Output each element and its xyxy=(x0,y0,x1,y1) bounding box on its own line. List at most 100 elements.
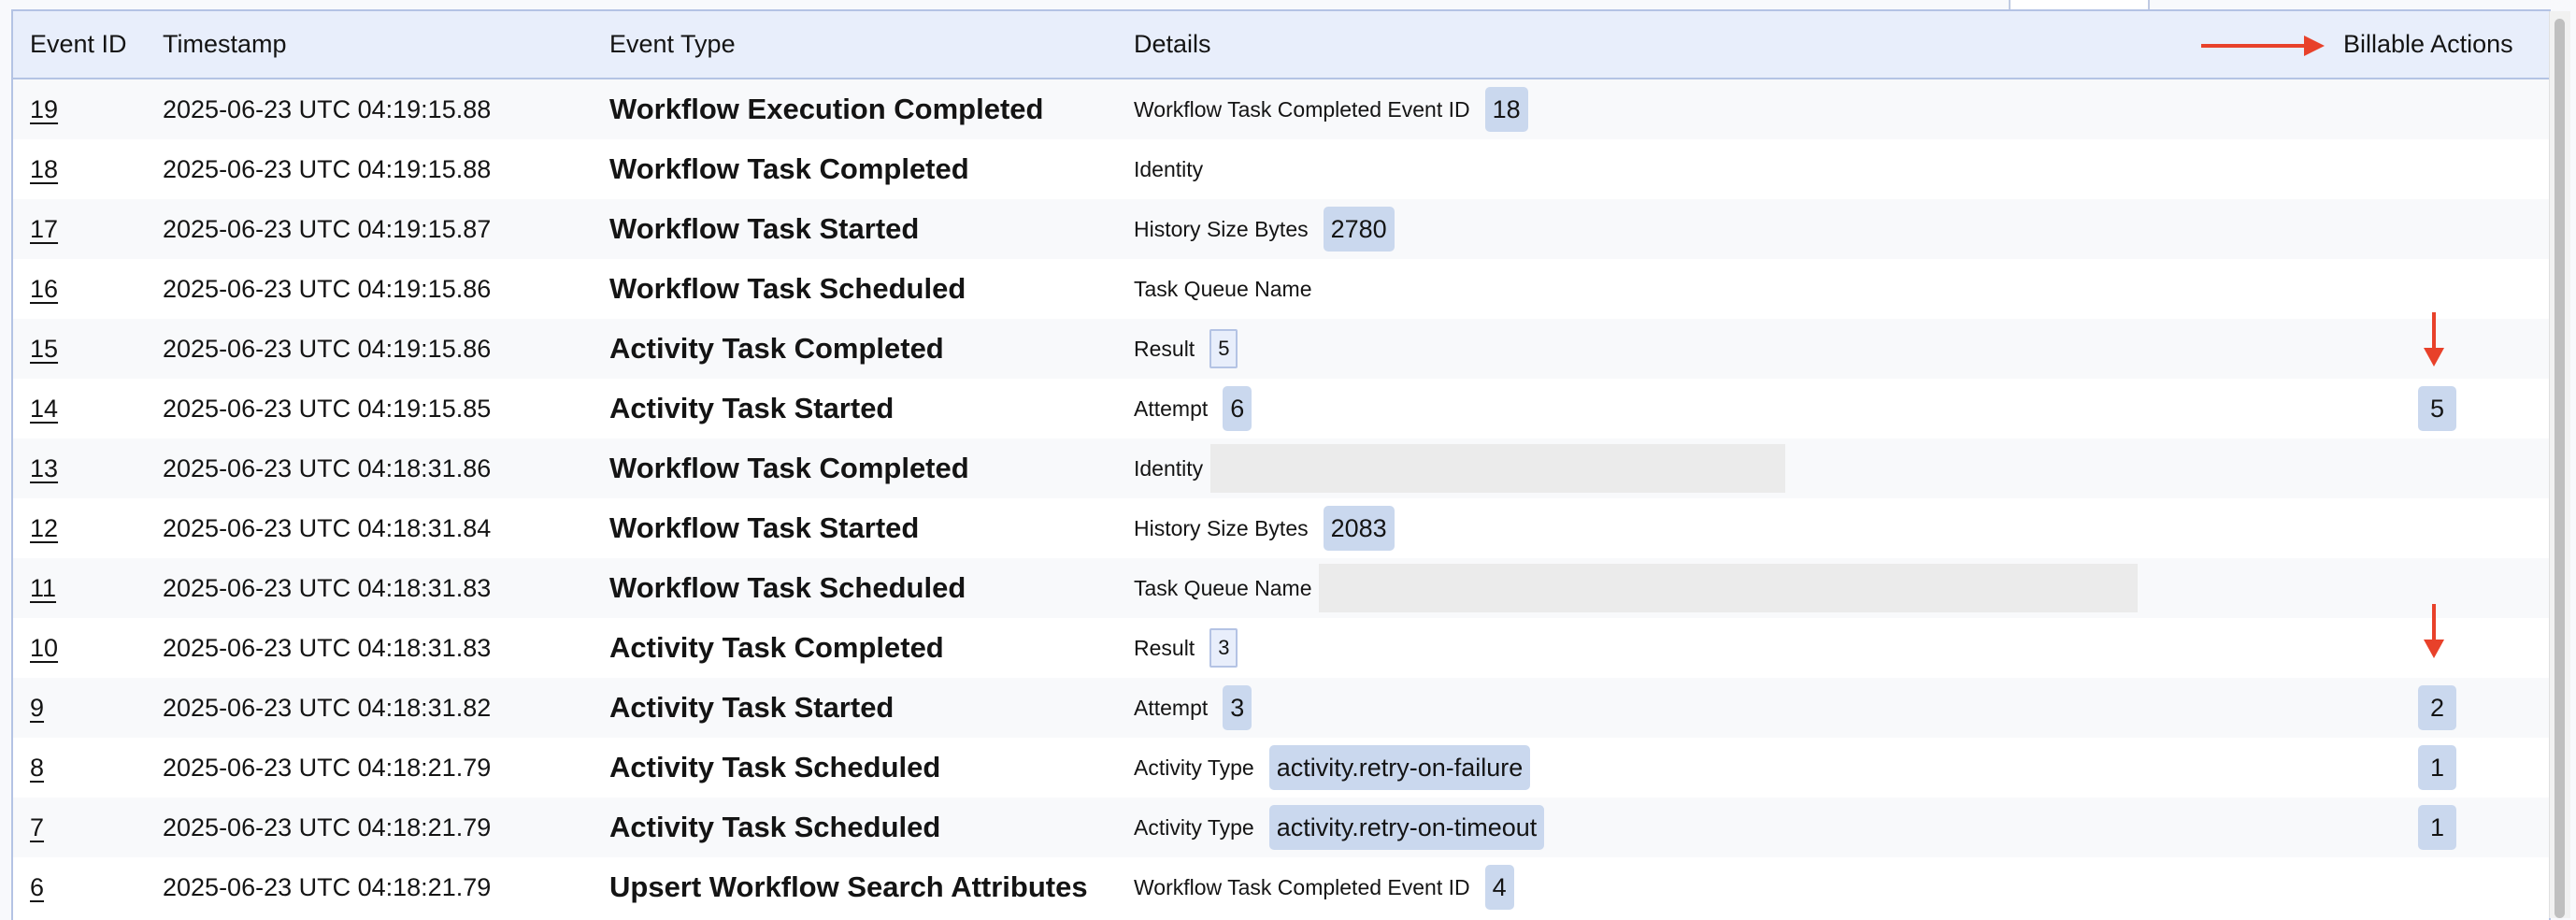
timestamp: 2025-06-23 UTC 04:18:31.82 xyxy=(163,694,492,722)
detail-label: Workflow Task Completed Event ID xyxy=(1134,875,1470,899)
table-row[interactable]: 16 2025-06-23 UTC 04:19:15.86 Workflow Tas… xyxy=(13,259,2549,319)
table-row[interactable]: 15 2025-06-23 UTC 04:19:15.86 Activity Tas… xyxy=(13,319,2549,379)
table-row[interactable]: 7 2025-06-23 UTC 04:18:21.79 Activity Task… xyxy=(13,798,2549,857)
event-type: Workflow Task Scheduled xyxy=(609,272,966,305)
detail-value-badge: 2083 xyxy=(1323,506,1395,551)
event-type: Activity Task Completed xyxy=(609,332,944,365)
table-row[interactable]: 10 2025-06-23 UTC 04:18:31.83 Activity Tas… xyxy=(13,618,2549,678)
annotation-arrow-down-icon xyxy=(2424,312,2444,367)
timestamp: 2025-06-23 UTC 04:19:15.88 xyxy=(163,95,492,123)
event-id-link[interactable]: 11 xyxy=(30,574,57,602)
event-type: Workflow Task Scheduled xyxy=(609,571,966,604)
billable-actions-badge: 5 xyxy=(2418,386,2456,431)
detail-label: Result xyxy=(1134,337,1195,361)
timestamp: 2025-06-23 UTC 04:18:21.79 xyxy=(163,813,492,841)
header-details: Details xyxy=(1134,30,1211,58)
timestamp: 2025-06-23 UTC 04:18:31.83 xyxy=(163,574,492,602)
detail-value-badge: 6 xyxy=(1223,386,1252,431)
detail-label: Identity xyxy=(1134,456,1204,481)
timestamp: 2025-06-23 UTC 04:19:15.87 xyxy=(163,215,492,243)
scrollbar-thumb[interactable] xyxy=(2555,19,2565,918)
event-type: Workflow Task Started xyxy=(609,212,920,245)
timestamp: 2025-06-23 UTC 04:18:21.79 xyxy=(163,754,492,782)
billable-actions-badge: 1 xyxy=(2418,745,2456,790)
event-id-link[interactable]: 13 xyxy=(30,454,59,482)
table-row[interactable]: 12 2025-06-23 UTC 04:18:31.84 Workflow Tas… xyxy=(13,498,2549,558)
detail-label: Task Queue Name xyxy=(1134,277,1312,301)
event-details: Activity Type activity.retry-on-failure xyxy=(1134,738,1531,798)
timestamp: 2025-06-23 UTC 04:19:15.85 xyxy=(163,395,492,423)
event-type: Activity Task Started xyxy=(609,691,894,724)
timestamp: 2025-06-23 UTC 04:18:21.79 xyxy=(163,873,492,901)
billable-actions-badge: 1 xyxy=(2418,805,2456,850)
detail-label: Activity Type xyxy=(1134,815,1254,840)
detail-label: Attempt xyxy=(1134,396,1209,421)
detail-value-badge: 3 xyxy=(1223,685,1252,730)
event-type: Workflow Execution Completed xyxy=(609,93,1044,125)
table-row[interactable]: 18 2025-06-23 UTC 04:19:15.88 Workflow Tas… xyxy=(13,139,2549,199)
event-id-link[interactable]: 7 xyxy=(30,813,45,841)
event-details: Attempt 3 xyxy=(1134,678,1252,738)
detail-label: History Size Bytes xyxy=(1134,217,1309,241)
detail-label: Attempt xyxy=(1134,696,1209,720)
event-id-link[interactable]: 14 xyxy=(30,395,59,423)
table-row[interactable]: 19 2025-06-23 UTC 04:19:15.88 Workflow Exe… xyxy=(13,79,2549,139)
event-id-link[interactable]: 15 xyxy=(30,335,59,363)
timestamp: 2025-06-23 UTC 04:19:15.88 xyxy=(163,155,492,183)
detail-label: Identity xyxy=(1134,157,1204,181)
detail-label: Result xyxy=(1134,636,1195,660)
header-event-id: Event ID xyxy=(30,30,127,58)
annotation-arrow-right-icon xyxy=(2201,36,2325,56)
event-type: Workflow Task Started xyxy=(609,511,920,544)
header-billable-actions: Billable Actions xyxy=(2343,30,2513,58)
event-details: Attempt 6 xyxy=(1134,379,1252,438)
table-row[interactable]: 11 2025-06-23 UTC 04:18:31.83 Workflow Tas… xyxy=(13,558,2549,618)
vertical-scrollbar[interactable] xyxy=(2549,11,2570,918)
event-id-link[interactable]: 16 xyxy=(30,275,59,303)
billable-actions-badge: 2 xyxy=(2418,685,2456,730)
detail-value-code[interactable]: 3 xyxy=(1209,628,1238,668)
event-id-link[interactable]: 9 xyxy=(30,694,45,722)
detail-value-code[interactable]: 5 xyxy=(1209,329,1238,368)
event-type: Workflow Task Completed xyxy=(609,152,969,185)
event-id-link[interactable]: 12 xyxy=(30,514,59,542)
event-type: Activity Task Scheduled xyxy=(609,751,941,783)
event-id-link[interactable]: 10 xyxy=(30,634,59,662)
detail-value-badge: 4 xyxy=(1484,865,1514,910)
event-details: Workflow Task Completed Event ID 18 xyxy=(1134,79,1528,139)
timestamp: 2025-06-23 UTC 04:18:31.84 xyxy=(163,514,492,542)
table-row[interactable]: 17 2025-06-23 UTC 04:19:15.87 Workflow Tas… xyxy=(13,199,2549,259)
table-row[interactable]: 6 2025-06-23 UTC 04:18:21.79 Upsert Workfl… xyxy=(13,857,2549,917)
timestamp: 2025-06-23 UTC 04:19:15.86 xyxy=(163,335,492,363)
event-details: Task Queue Name xyxy=(1134,259,1311,319)
table-row[interactable]: 9 2025-06-23 UTC 04:18:31.82 Activity Task… xyxy=(13,678,2549,738)
top-strip xyxy=(0,0,2576,9)
event-details: History Size Bytes 2780 xyxy=(1134,199,1395,259)
event-id-link[interactable]: 17 xyxy=(30,215,59,243)
event-details: Result 3 xyxy=(1134,618,1238,678)
event-type: Activity Task Started xyxy=(609,392,894,424)
timestamp: 2025-06-23 UTC 04:18:31.86 xyxy=(163,454,492,482)
event-id-link[interactable]: 8 xyxy=(30,754,45,782)
annotation-arrow-down-icon xyxy=(2424,604,2444,658)
redacted-value xyxy=(1210,444,1786,493)
event-id-link[interactable]: 18 xyxy=(30,155,59,183)
event-history-table: Event ID Timestamp Event Type Details Bi… xyxy=(11,9,2551,920)
table-row[interactable]: 14 2025-06-23 UTC 04:19:15.85 Activity Tas… xyxy=(13,379,2549,438)
event-details: Task Queue Name xyxy=(1134,558,2139,618)
event-id-link[interactable]: 6 xyxy=(30,873,45,901)
table-row[interactable]: 13 2025-06-23 UTC 04:18:31.86 Workflow Tas… xyxy=(13,438,2549,498)
timestamp: 2025-06-23 UTC 04:18:31.83 xyxy=(163,634,492,662)
event-details: Workflow Task Completed Event ID 4 xyxy=(1134,857,1514,917)
detail-label: Task Queue Name xyxy=(1134,576,1312,600)
event-type: Activity Task Completed xyxy=(609,631,944,664)
event-id-link[interactable]: 19 xyxy=(30,95,59,123)
timestamp: 2025-06-23 UTC 04:19:15.86 xyxy=(163,275,492,303)
event-details: Identity xyxy=(1134,139,1203,199)
header-timestamp: Timestamp xyxy=(163,30,287,58)
table-row[interactable]: 8 2025-06-23 UTC 04:18:21.79 Activity Task… xyxy=(13,738,2549,798)
top-tab[interactable] xyxy=(2009,0,2150,9)
detail-value-badge: activity.retry-on-timeout xyxy=(1268,805,1545,850)
table-header: Event ID Timestamp Event Type Details Bi… xyxy=(13,11,2549,80)
detail-value-badge: 18 xyxy=(1484,87,1528,132)
